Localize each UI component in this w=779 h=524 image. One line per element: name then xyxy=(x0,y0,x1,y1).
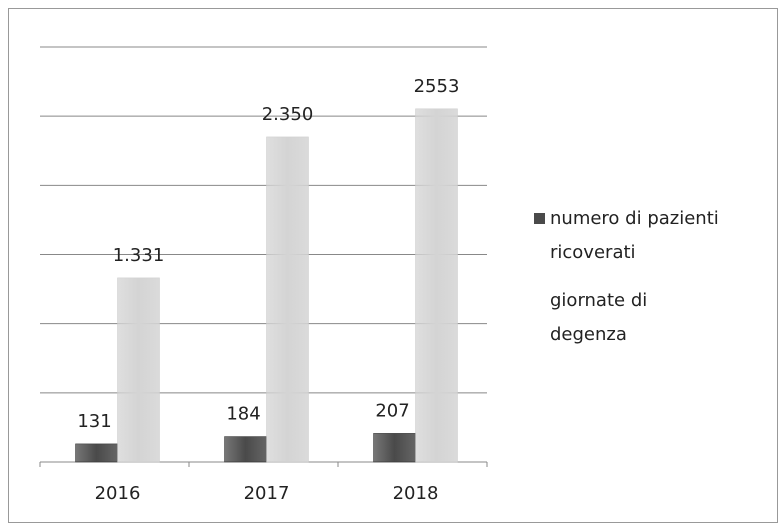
data-label: 2553 xyxy=(414,76,460,97)
legend-label: numero di pazienti ricoverati xyxy=(550,208,719,263)
chart-border xyxy=(8,8,778,523)
bar xyxy=(224,436,267,463)
legend-swatch xyxy=(534,213,545,224)
data-label: 1.331 xyxy=(113,245,165,266)
legend-label: giornate di degenza xyxy=(550,290,648,345)
bar xyxy=(373,433,416,463)
x-tick-label: 2017 xyxy=(244,483,290,504)
data-label: 131 xyxy=(77,411,111,432)
bar xyxy=(266,136,309,463)
legend: numero di pazienti ricoverati giornate di… xyxy=(534,202,734,366)
bar xyxy=(117,277,160,463)
legend-item: giornate di degenza xyxy=(534,284,734,352)
bar xyxy=(75,443,118,463)
data-label: 184 xyxy=(226,404,260,425)
bar xyxy=(415,108,458,463)
data-label: 207 xyxy=(375,400,409,421)
x-tick-label: 2016 xyxy=(95,483,141,504)
legend-swatch xyxy=(534,295,545,306)
data-label: 2.350 xyxy=(262,104,314,125)
x-tick-label: 2018 xyxy=(393,483,439,504)
legend-item: numero di pazienti ricoverati xyxy=(534,202,734,270)
